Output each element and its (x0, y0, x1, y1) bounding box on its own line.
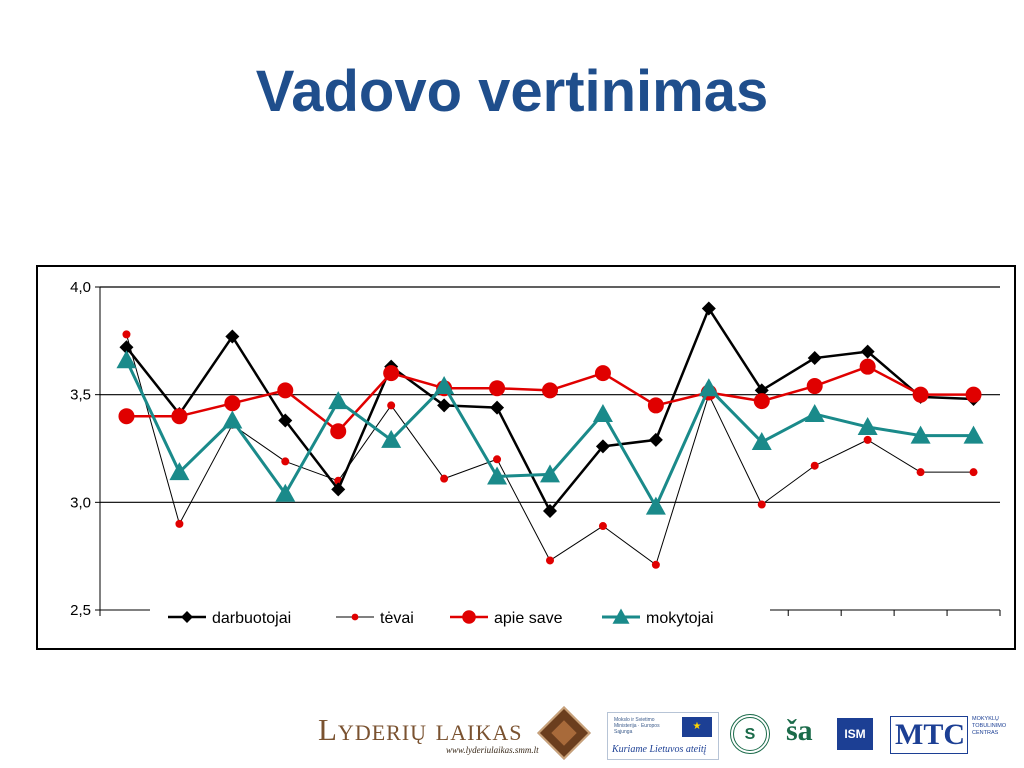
point-mokytojai-1 (169, 462, 190, 481)
point-tėvai-14 (863, 435, 872, 444)
point-apie-save-15 (912, 386, 929, 403)
point-darbuotojai-3 (278, 413, 293, 428)
point-darbuotojai-7 (490, 400, 505, 415)
point-tėvai-legend (351, 613, 359, 621)
series-line-mokytojai (125, 359, 974, 509)
point-mokytojai-7 (487, 466, 508, 485)
footer-logos: Lyderių laikas www.lyderiulaikas.smm.lt … (300, 700, 1024, 768)
point-tėvai-5 (387, 401, 396, 410)
point-tėvai-15 (916, 468, 925, 477)
legend-label-mokytojai: mokytojai (646, 610, 714, 627)
point-apie-save-9 (594, 365, 611, 382)
point-darbuotojai-6 (437, 398, 452, 413)
point-mokytojai-5 (381, 429, 402, 448)
point-apie-save-5 (383, 365, 400, 382)
legend-label-tėvai: tėvai (380, 610, 414, 627)
point-tėvai-13 (810, 461, 819, 470)
mtc-logo-text: MOKYKLŲ TOBULINIMO CENTRAS (972, 716, 1007, 736)
point-mokytojai-6 (434, 376, 455, 395)
point-tėvai-8 (546, 556, 554, 565)
line-chart: 2,5 3,0 3,5 4,0 darbuotojai tėvai apie save mok… (70, 279, 1001, 631)
point-apie-save-12 (753, 393, 770, 410)
point-apie-save-1 (171, 408, 188, 425)
point-darbuotojai-13 (807, 351, 822, 366)
point-apie-save-14 (859, 358, 876, 375)
point-tėvai-9 (598, 522, 607, 531)
y-tick-label-3: 4,0 (70, 279, 91, 296)
point-mokytojai-3 (275, 483, 296, 502)
point-apie-save-0 (118, 408, 135, 425)
point-darbuotojai-2 (225, 329, 240, 344)
point-darbuotojai-9 (595, 439, 610, 454)
point-mokytojai-16 (963, 425, 984, 444)
ism-logo: ISM (837, 718, 873, 750)
point-mokytojai-0 (116, 350, 137, 369)
lyderiu-laikas-logo: Lyderių laikas (318, 712, 523, 747)
point-tėvai-3 (281, 457, 290, 466)
eu-funding-logo: Mokslo ir Švietimo Ministerija · Europos… (607, 712, 719, 760)
point-darbuotojai-12 (754, 383, 769, 398)
point-tėvai-6 (440, 474, 449, 483)
point-mokytojai-2 (222, 410, 243, 429)
legend-label-apie-save: apie save (494, 610, 563, 627)
point-tėvai-16 (969, 468, 978, 477)
point-mokytojai-13 (804, 404, 825, 423)
point-mokytojai-11 (698, 378, 719, 397)
point-apie-save-10 (647, 397, 664, 414)
point-darbuotojai-legend (181, 611, 193, 623)
point-mokytojai-8 (540, 464, 560, 483)
point-apie-save-4 (330, 423, 347, 440)
mtc-logo: MTC (890, 716, 968, 754)
swirl-logo-icon: S (730, 714, 770, 754)
point-tėvai-10 (651, 560, 660, 569)
point-darbuotojai-10 (648, 432, 663, 447)
y-tick-label-2: 3,5 (70, 387, 91, 404)
slide-title: Vadovo vertinimas (255, 59, 769, 124)
point-darbuotojai-4 (331, 482, 346, 497)
point-darbuotojai-14 (860, 344, 875, 359)
y-tick-label-0: 2,5 (70, 602, 91, 619)
point-apie-save-8 (542, 382, 558, 399)
chart-frame: 2,5 3,0 3,5 4,0 darbuotojai tėvai apie save mok… (36, 265, 1016, 650)
point-mokytojai-10 (645, 496, 666, 515)
point-apie-save-16 (965, 386, 982, 403)
point-tėvai-1 (175, 519, 184, 528)
point-tėvai-0 (122, 330, 131, 339)
y-tick-label-1: 3,0 (70, 494, 91, 511)
point-tėvai-12 (757, 500, 766, 509)
point-apie-save-legend (462, 610, 476, 624)
eu-flag-icon: ★ (682, 717, 712, 737)
point-mokytojai-12 (751, 432, 772, 451)
legend-label-darbuotojai: darbuotojai (212, 610, 291, 627)
eu-small-text: Mokslo ir Švietimo Ministerija · Europos… (614, 717, 660, 735)
eu-slogan: Kuriame Lietuvos ateitį (612, 744, 707, 755)
lyderiu-laikas-url: www.lyderiulaikas.smm.lt (446, 745, 539, 755)
point-mokytojai-15 (910, 425, 931, 444)
chocolate-icon (537, 706, 591, 760)
point-darbuotojai-11 (701, 301, 716, 316)
point-apie-save-7 (489, 380, 506, 397)
point-mokytojai-9 (592, 404, 613, 423)
point-apie-save-3 (277, 382, 294, 399)
point-apie-save-13 (806, 378, 823, 395)
point-apie-save-2 (224, 395, 241, 412)
point-mokytojai-4 (328, 391, 349, 410)
point-darbuotojai-0 (119, 340, 134, 355)
point-mokytojai-14 (857, 416, 878, 435)
point-mokytojai-legend (612, 608, 630, 624)
sa-logo: ša (786, 714, 813, 747)
point-darbuotojai-8 (543, 503, 557, 518)
point-tėvai-7 (493, 455, 502, 464)
